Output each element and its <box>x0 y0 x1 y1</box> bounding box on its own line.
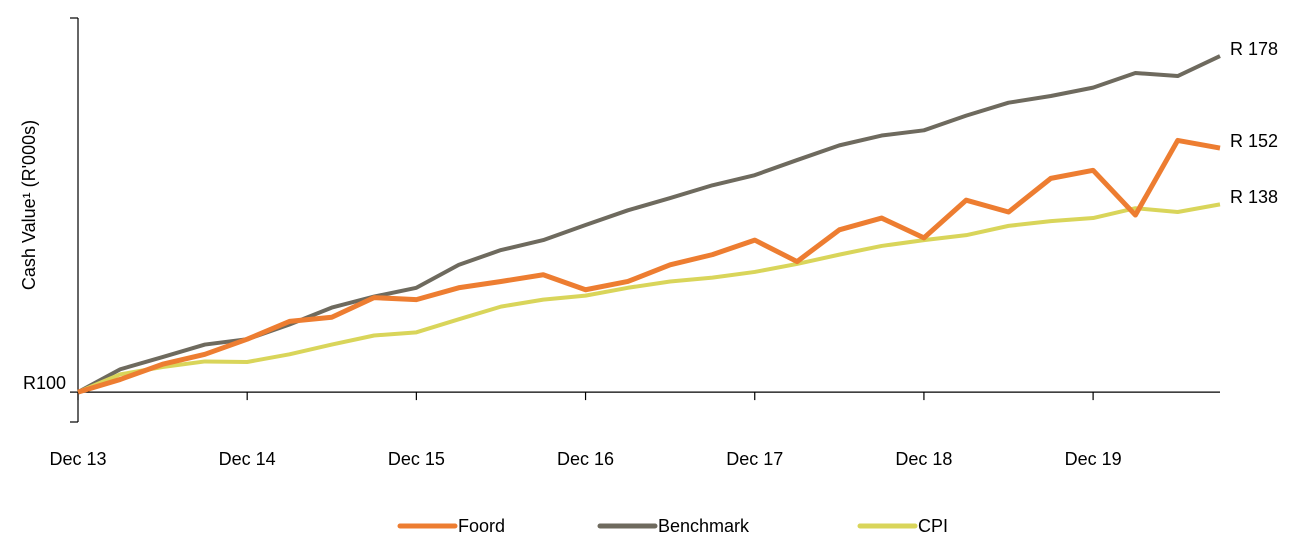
series-line <box>77 202 1221 394</box>
series-line <box>77 54 1221 394</box>
legend-label: CPI <box>918 516 948 536</box>
legend-label: Foord <box>458 516 505 536</box>
end-label: R 138 <box>1230 187 1278 207</box>
legend-label: Benchmark <box>658 516 750 536</box>
x-tick-label: Dec 14 <box>219 449 276 469</box>
x-tick-label: Dec 15 <box>388 449 445 469</box>
x-tick-label: Dec 16 <box>557 449 614 469</box>
y-axis-label: Cash Value¹ (R'000s) <box>19 120 39 290</box>
end-label: R 152 <box>1230 131 1278 151</box>
y-tick-label: R100 <box>23 373 66 393</box>
x-tick-label: Dec 13 <box>49 449 106 469</box>
x-tick-label: Dec 17 <box>726 449 783 469</box>
end-label: R 178 <box>1230 39 1278 59</box>
x-tick-label: Dec 18 <box>895 449 952 469</box>
x-tick-label: Dec 19 <box>1065 449 1122 469</box>
series-line <box>77 137 1221 395</box>
